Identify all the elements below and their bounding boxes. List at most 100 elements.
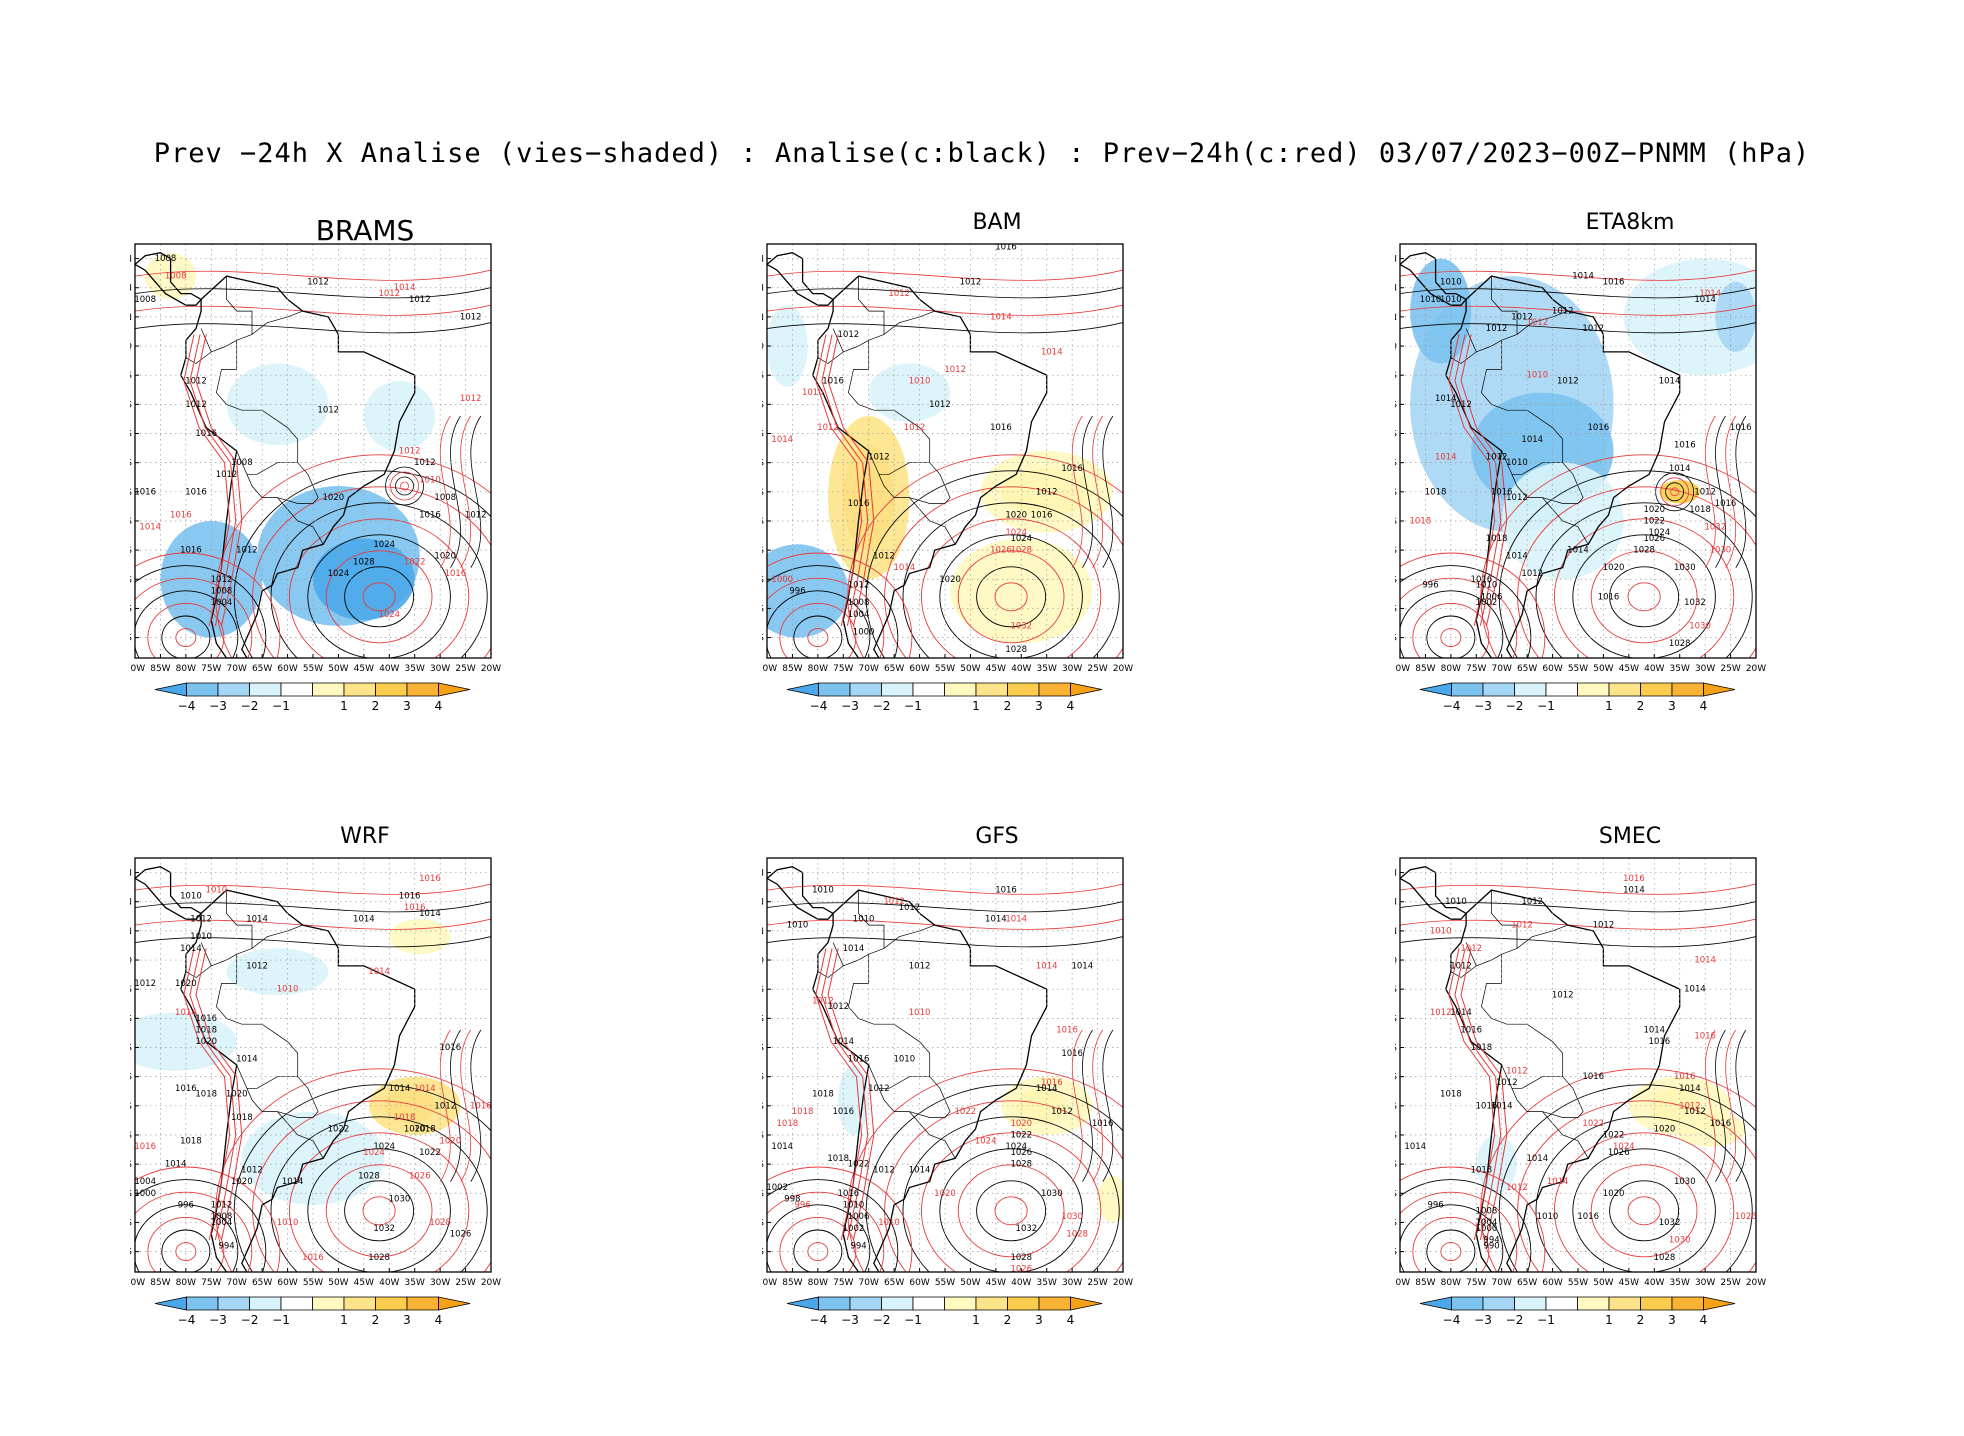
contour-label: 1026 xyxy=(1608,1148,1630,1158)
x-tick-label: 80W xyxy=(176,664,196,674)
y-tick-label: 20S xyxy=(762,1073,764,1083)
x-tick-label: 65W xyxy=(884,664,904,674)
contour-label: 1010 xyxy=(893,1055,915,1065)
contour-label: 1014 xyxy=(771,1142,793,1152)
contour-label: 994 xyxy=(218,1241,234,1251)
colorbar-label: −4 xyxy=(810,699,828,713)
map-brams: 1008100810121014101210121012100810121012… xyxy=(130,243,501,713)
contour-label: 1012 xyxy=(190,915,212,925)
contour-label: 1010 xyxy=(1440,277,1462,287)
contour-label: 1016 xyxy=(832,1107,854,1117)
contour-label: 1018 xyxy=(812,1090,834,1100)
contour-label: 1012 xyxy=(868,452,890,462)
x-tick-label: 35W xyxy=(1670,1278,1690,1288)
colorbar-label: −2 xyxy=(241,1313,259,1327)
contour-label: 1012 xyxy=(414,458,436,468)
contour-label: 1014 xyxy=(1547,1177,1569,1187)
isobar-contour xyxy=(325,550,433,644)
country-border xyxy=(1481,310,1568,475)
contour-label: 1000 xyxy=(1476,1224,1498,1234)
isobar-contour xyxy=(1627,1196,1661,1226)
contour-label: 1012 xyxy=(1593,921,1615,931)
x-tick-label: 20W xyxy=(1113,1278,1133,1288)
contour-label: 1022 xyxy=(1643,516,1665,526)
x-tick-label: 60W xyxy=(1542,664,1562,674)
contour-label: 1012 xyxy=(909,961,931,971)
contour-label: 1014 xyxy=(353,915,375,925)
colorbar-cell xyxy=(154,682,187,697)
contour-label: 1028 xyxy=(1010,1160,1032,1170)
x-tick-label: 80W xyxy=(808,1278,828,1288)
y-tick-label: 50S xyxy=(762,634,764,644)
axes: 15N 10N 5N EQ 5S 10S 15S 20S 25S 30S 35S 40S 45S 50S 9… xyxy=(130,255,501,674)
x-tick-label: 25W xyxy=(455,664,475,674)
isobar-contour xyxy=(307,534,451,658)
x-tick-label: 55W xyxy=(303,1278,323,1288)
isobar-contour xyxy=(1535,502,1753,658)
contour-label: 1012 xyxy=(873,1165,895,1175)
contour-label: 1024 xyxy=(1649,528,1671,538)
contour-label: 1010 xyxy=(1420,295,1442,305)
y-tick-label: 50S xyxy=(1395,1248,1397,1258)
contour-label: 1016 xyxy=(180,546,202,556)
isobar-contour xyxy=(288,518,470,658)
contour-label: 996 xyxy=(794,1200,810,1210)
x-tick-label: 60W xyxy=(277,1278,297,1288)
contour-label: 1014 xyxy=(1005,915,1027,925)
contour-label: 1016 xyxy=(175,1084,197,1094)
x-tick-label: 60W xyxy=(277,664,297,674)
y-tick-label: 5S xyxy=(130,985,132,995)
contour-label: 1012 xyxy=(1450,400,1472,410)
contour-label: 1014 xyxy=(246,915,268,925)
isobar-contour xyxy=(793,615,843,658)
contour-label: 994 xyxy=(850,1241,866,1251)
colorbar-label: 1 xyxy=(1605,1313,1613,1327)
contour-label: 1014 xyxy=(394,283,416,293)
x-tick-label: 75W xyxy=(201,1278,221,1288)
contour-label: 1028 xyxy=(353,557,375,567)
contour-label: 1022 xyxy=(848,1160,870,1170)
x-tick-label: 70W xyxy=(859,1278,879,1288)
contour-label: 1014 xyxy=(771,435,793,445)
colorbar-cell xyxy=(1007,682,1040,697)
contour-label: 1016 xyxy=(1460,1026,1482,1036)
contour-label: 1020 xyxy=(1603,1189,1625,1199)
x-tick-label: 45W xyxy=(1619,1278,1639,1288)
andes-contour xyxy=(183,334,231,627)
isobar-contour xyxy=(1400,1191,1518,1272)
y-tick-label: 15S xyxy=(1395,1044,1397,1054)
country-border xyxy=(246,462,319,504)
contour-label: 1028 xyxy=(1066,1230,1088,1240)
contour-label: 1028 xyxy=(1010,546,1032,556)
y-tick-label: 15N xyxy=(1395,255,1397,265)
contour-label: 1032 xyxy=(373,1224,395,1234)
contour-label: 1006 xyxy=(848,1212,870,1222)
contour-label: 1020 xyxy=(439,1136,461,1146)
contour-label: 1008 xyxy=(231,458,253,468)
isobar-contour xyxy=(135,1204,239,1272)
contour-label: 1016 xyxy=(990,423,1012,433)
y-tick-label: 40S xyxy=(1395,1189,1397,1199)
country-border xyxy=(817,351,844,364)
x-tick-label: 45W xyxy=(986,1278,1006,1288)
x-tick-label: 65W xyxy=(252,1278,272,1288)
isobar-contour xyxy=(767,552,913,658)
contour-label: 1030 xyxy=(1669,1235,1691,1245)
country-border xyxy=(858,890,885,949)
colorbar-label: −3 xyxy=(1474,699,1492,713)
colorbar: −4 −3 −2 −1 1 2 3 4 xyxy=(786,1296,1103,1327)
contour-label: 1028 xyxy=(1005,645,1027,655)
contour-label: 1012 xyxy=(873,551,895,561)
colorbar-cell xyxy=(1419,1296,1452,1311)
colorbar-cell xyxy=(818,682,851,697)
colorbar-label: −4 xyxy=(1443,699,1461,713)
isobar-contour xyxy=(161,1229,211,1272)
y-tick-label: 45S xyxy=(130,604,132,614)
contour-label: 1002 xyxy=(843,1224,865,1234)
isobar-contour xyxy=(1426,1229,1476,1272)
y-tick-label: 10S xyxy=(1395,400,1397,410)
contour-label: 1014 xyxy=(389,1084,411,1094)
contour-label: 1016 xyxy=(1582,1072,1604,1082)
colorbar-label: 1 xyxy=(340,1313,348,1327)
y-tick-label: 15N xyxy=(130,869,132,879)
